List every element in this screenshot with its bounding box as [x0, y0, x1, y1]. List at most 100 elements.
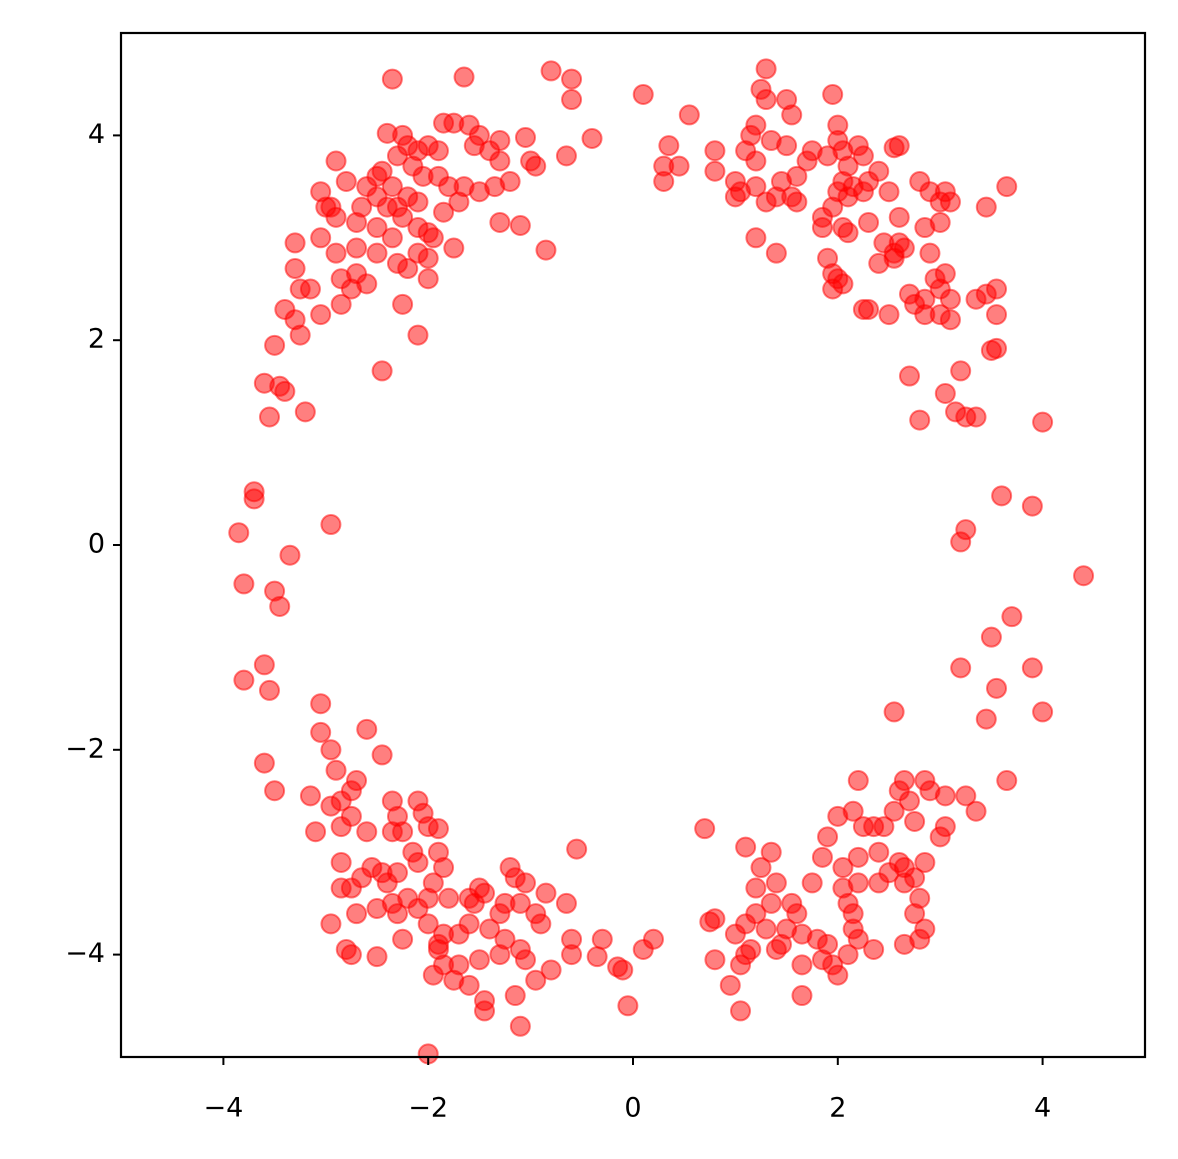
point [438, 887, 460, 909]
point [745, 903, 767, 925]
point [704, 949, 726, 971]
y-tick-label: 0 [88, 529, 105, 560]
point [325, 242, 347, 264]
point [366, 242, 388, 264]
point [320, 795, 342, 817]
point [934, 785, 956, 807]
point [530, 913, 552, 935]
point [591, 928, 613, 950]
point [745, 150, 767, 172]
point [893, 770, 915, 792]
point [904, 903, 926, 925]
point [525, 155, 547, 177]
point [996, 770, 1018, 792]
point [724, 186, 746, 208]
point [832, 273, 854, 295]
point [299, 278, 321, 300]
point [233, 669, 255, 691]
point [786, 165, 808, 187]
point [264, 334, 286, 356]
point [489, 150, 511, 172]
point [806, 928, 828, 950]
x-tick-label: 0 [624, 1093, 641, 1124]
point [479, 918, 501, 940]
point [258, 406, 280, 428]
point [934, 382, 956, 404]
point [504, 985, 526, 1007]
point [305, 821, 327, 843]
point [791, 954, 813, 976]
point [253, 654, 275, 676]
point [422, 227, 444, 249]
point [888, 206, 910, 228]
point [863, 938, 885, 960]
point [996, 176, 1018, 198]
point [427, 140, 449, 162]
point [781, 104, 803, 126]
point [939, 309, 961, 331]
x-tick-label: 4 [1034, 1093, 1051, 1124]
point [980, 626, 1002, 648]
point [745, 227, 767, 249]
point [264, 780, 286, 802]
point [704, 160, 726, 182]
point [991, 485, 1013, 507]
point [755, 89, 777, 111]
point [904, 810, 926, 832]
point [284, 258, 306, 280]
point [1032, 701, 1054, 723]
point [893, 872, 915, 894]
point [929, 826, 951, 848]
point [448, 191, 470, 213]
point [366, 186, 388, 208]
point [392, 293, 414, 315]
point [468, 949, 490, 971]
point [269, 595, 291, 617]
point [1032, 411, 1054, 433]
point [883, 701, 905, 723]
point [868, 252, 890, 274]
point [929, 211, 951, 233]
point [371, 160, 393, 182]
point [883, 137, 905, 159]
point [407, 191, 429, 213]
point [499, 170, 521, 192]
point [489, 211, 511, 233]
point [346, 903, 368, 925]
point [417, 913, 439, 935]
point [898, 365, 920, 387]
point [540, 60, 562, 82]
point [371, 744, 393, 766]
point [786, 191, 808, 213]
point [847, 872, 869, 894]
point [755, 918, 777, 940]
point [801, 872, 823, 894]
point [914, 851, 936, 873]
point [433, 201, 455, 223]
point [509, 1015, 531, 1037]
point [509, 215, 531, 237]
point [474, 1000, 496, 1022]
point [561, 89, 583, 111]
point [315, 196, 337, 218]
point [535, 882, 557, 904]
point [868, 160, 890, 182]
point [366, 217, 388, 239]
point [299, 785, 321, 807]
point [986, 677, 1008, 699]
point [392, 821, 414, 843]
point [433, 112, 455, 134]
point [458, 974, 480, 996]
point [817, 826, 839, 848]
point [407, 217, 429, 239]
point [258, 679, 280, 701]
point [458, 913, 480, 935]
point [310, 693, 332, 715]
point [822, 83, 844, 105]
point [294, 401, 316, 423]
point [535, 239, 557, 261]
point [335, 170, 357, 192]
point [371, 360, 393, 382]
point [694, 818, 716, 840]
point [811, 217, 833, 239]
